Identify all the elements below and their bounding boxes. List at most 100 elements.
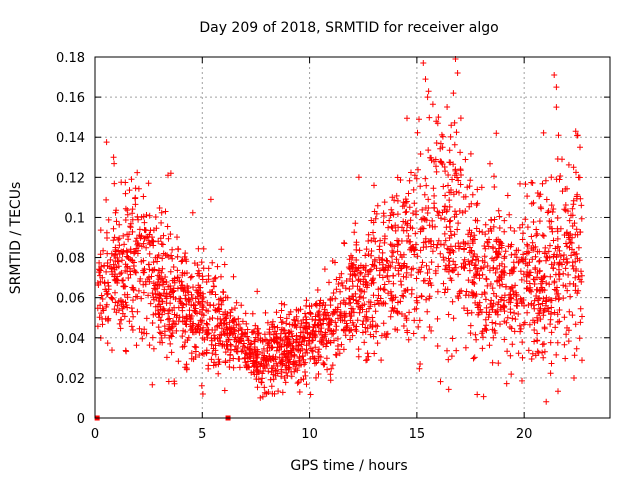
data-point	[455, 295, 462, 302]
data-point	[394, 197, 401, 204]
data-point	[420, 215, 427, 222]
data-point	[472, 266, 479, 273]
data-point	[154, 258, 161, 265]
data-point	[178, 258, 185, 265]
data-point	[422, 76, 429, 83]
data-point	[191, 260, 198, 267]
data-point	[203, 347, 210, 354]
data-point	[476, 309, 482, 316]
data-point	[497, 304, 504, 311]
data-point	[540, 129, 547, 136]
data-point	[519, 377, 525, 384]
data-point	[491, 173, 497, 180]
data-point	[317, 354, 324, 360]
data-point	[547, 370, 554, 377]
data-point	[274, 344, 281, 351]
data-point	[368, 266, 375, 273]
data-point	[155, 252, 162, 259]
data-point	[444, 286, 451, 293]
data-point	[149, 334, 156, 341]
data-point	[420, 60, 427, 66]
data-point	[195, 282, 202, 289]
data-point	[476, 299, 483, 306]
data-point	[563, 331, 570, 338]
data-point	[340, 346, 347, 353]
data-point	[329, 311, 336, 318]
data-point	[445, 262, 452, 269]
data-point	[104, 263, 111, 269]
data-point	[105, 283, 112, 289]
data-point	[371, 350, 378, 357]
data-point	[163, 279, 170, 285]
data-point	[135, 287, 142, 294]
data-point	[140, 193, 147, 200]
data-point	[435, 263, 442, 270]
data-point	[124, 291, 131, 298]
data-point	[122, 217, 129, 223]
data-point	[291, 352, 298, 359]
data-point	[390, 280, 397, 287]
data-point	[129, 257, 136, 264]
data-point	[294, 380, 301, 387]
data-point	[452, 261, 459, 268]
data-point	[468, 309, 475, 316]
data-point	[363, 246, 370, 253]
data-point	[212, 361, 219, 368]
data-point	[551, 279, 558, 286]
data-point	[575, 174, 582, 181]
data-point	[111, 234, 118, 241]
data-points	[94, 56, 585, 421]
data-point	[449, 335, 456, 342]
data-point	[447, 250, 454, 256]
data-point	[478, 184, 485, 191]
data-point	[158, 241, 165, 247]
data-point	[167, 300, 174, 307]
data-point	[269, 365, 276, 372]
data-point	[465, 277, 472, 284]
data-point	[479, 345, 486, 352]
data-point	[566, 244, 573, 251]
data-point	[348, 309, 355, 316]
data-point	[471, 236, 478, 243]
data-point	[448, 353, 455, 360]
data-point	[97, 251, 104, 258]
data-point	[425, 147, 432, 154]
data-point	[315, 349, 321, 356]
data-point	[188, 355, 195, 362]
data-point	[468, 259, 475, 266]
data-point	[357, 287, 364, 294]
data-point	[327, 327, 333, 334]
data-point	[454, 174, 460, 181]
data-point	[207, 301, 214, 308]
data-point	[484, 238, 491, 245]
data-point	[470, 279, 476, 286]
data-point	[333, 276, 340, 283]
data-point	[372, 322, 379, 329]
data-point	[99, 296, 106, 302]
data-point	[577, 144, 583, 151]
data-point	[96, 266, 102, 273]
data-point	[207, 196, 214, 203]
data-point	[489, 285, 496, 292]
data-point	[221, 387, 228, 394]
data-point	[380, 320, 387, 327]
data-point	[579, 357, 585, 364]
data-point	[388, 206, 395, 213]
data-point	[307, 391, 314, 398]
data-point	[402, 209, 409, 216]
data-point	[540, 354, 547, 361]
data-point	[174, 234, 180, 241]
data-point	[298, 361, 304, 368]
data-point	[141, 330, 147, 337]
data-point	[557, 253, 564, 259]
data-point	[384, 273, 391, 280]
data-point	[355, 174, 362, 181]
data-point	[378, 300, 385, 307]
data-point	[509, 283, 515, 290]
data-point	[272, 353, 279, 360]
data-point	[424, 210, 431, 216]
data-point	[315, 371, 322, 377]
data-point	[110, 154, 117, 161]
data-point	[563, 255, 570, 262]
data-point	[541, 273, 548, 280]
